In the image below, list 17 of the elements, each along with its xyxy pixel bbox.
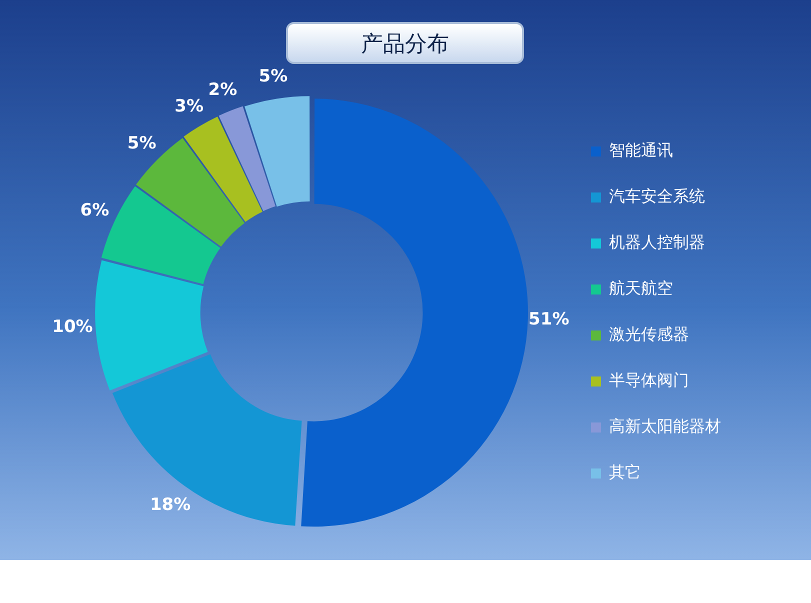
data-label: 10% (52, 316, 93, 337)
data-label: 2% (208, 80, 238, 100)
legend-label: 机器人控制器 (609, 232, 705, 252)
data-label: 51% (528, 309, 570, 330)
legend-label: 半导体阀门 (609, 370, 689, 390)
data-label: 3% (174, 96, 204, 117)
legend-label: 智能通讯 (609, 140, 673, 160)
data-label: 5% (127, 133, 156, 154)
chart-title: 产品分布 (286, 22, 524, 64)
data-label: 6% (80, 200, 110, 220)
legend-label: 激光传感器 (609, 324, 689, 344)
legend-label: 汽车安全系统 (609, 186, 705, 206)
legend-label: 高新太阳能器材 (609, 416, 721, 436)
data-label: 5% (258, 66, 288, 86)
legend-label: 其它 (609, 462, 641, 482)
legend-label: 航天航空 (609, 278, 673, 298)
data-label: 18% (150, 494, 191, 515)
